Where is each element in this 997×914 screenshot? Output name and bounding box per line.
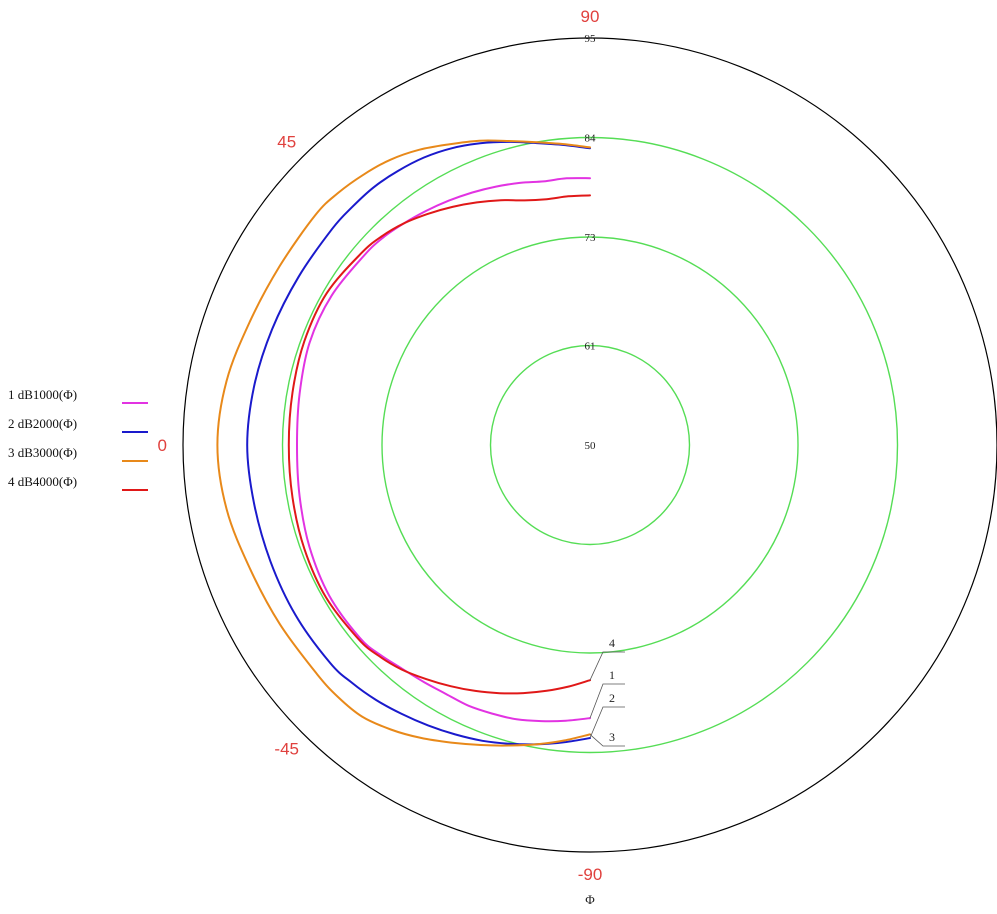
legend-label-2: 2 dB2000(Φ) [8, 416, 77, 431]
legend-label-3: 3 dB3000(Φ) [8, 445, 77, 460]
ring-label-73: 73 [585, 232, 597, 244]
angle-label-45: 45 [277, 133, 296, 152]
ring-label-50: 50 [585, 440, 597, 452]
outer-circle [182, 37, 997, 853]
callout-leader-1 [589, 683, 625, 719]
grid-ring-61 [489, 344, 691, 546]
ring-label-95: 95 [585, 33, 597, 45]
callout-leader-3 [589, 734, 625, 747]
series-line-1 [296, 177, 591, 723]
callout-label-4: 4 [609, 636, 615, 650]
ring-label-84: 84 [585, 133, 597, 145]
callout-label-1: 1 [609, 668, 615, 682]
grid-ring-73 [381, 236, 799, 654]
angle-label-90: 90 [581, 7, 600, 26]
callout-leader-4 [589, 651, 625, 681]
ring-label-61: 61 [585, 341, 596, 353]
angle-label--90: -90 [578, 865, 603, 884]
axis-symbol: Φ [585, 892, 595, 907]
grid-ring-84 [281, 136, 899, 754]
angle-label--45: -45 [274, 739, 299, 758]
callout-label-2: 2 [609, 691, 615, 705]
legend-label-1: 1 dB1000(Φ) [8, 387, 77, 402]
angle-label-0: 0 [158, 436, 167, 455]
series-line-4 [287, 194, 591, 695]
series-line-3 [216, 139, 591, 747]
callout-leader-2 [589, 706, 625, 739]
series-line-2 [246, 140, 591, 746]
grid-layer [182, 37, 997, 853]
callout-label-3: 3 [609, 730, 615, 744]
legend: 1 dB1000(Φ) 2 dB2000(Φ) 3 dB3000(Φ) 4 dB400… [8, 387, 148, 491]
label-layer: 50 61 73 84 95 90 45 0 -45 -90 1 2 3 4 [158, 7, 625, 884]
series-layer [216, 139, 591, 747]
legend-label-4: 4 dB4000(Φ) [8, 474, 77, 489]
